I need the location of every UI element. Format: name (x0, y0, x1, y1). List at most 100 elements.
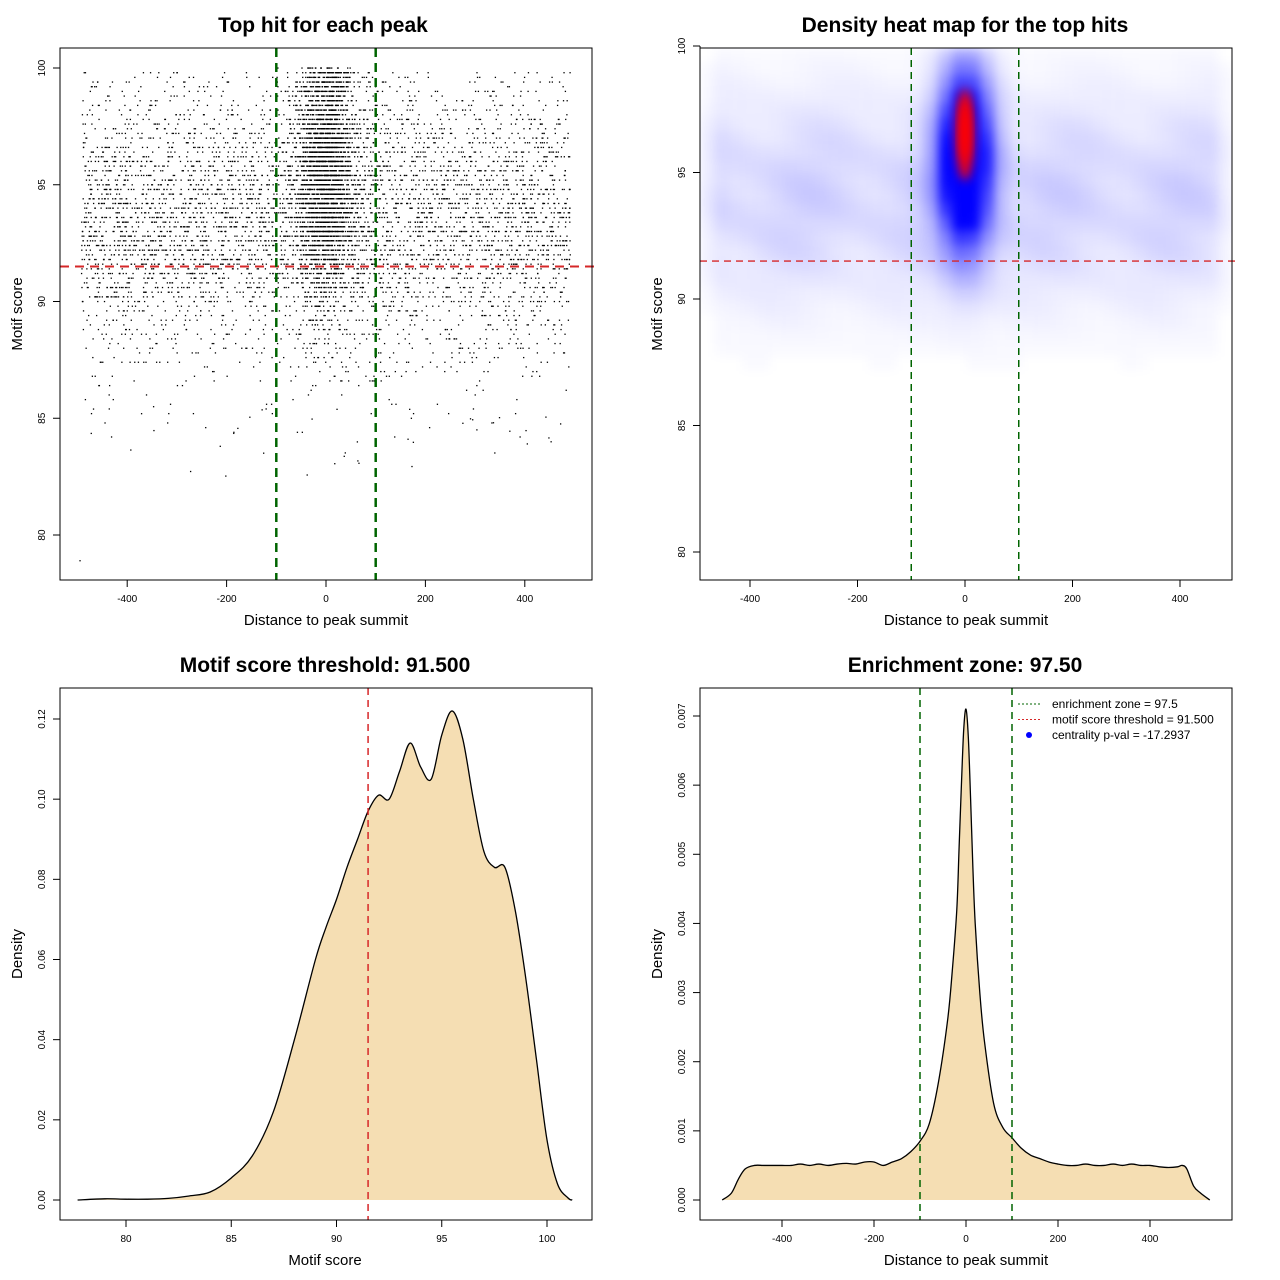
scatter-point (501, 254, 503, 256)
scatter-point (514, 72, 516, 74)
scatter-point (95, 244, 98, 247)
scatter-point (553, 216, 555, 219)
scatter-point (383, 123, 386, 125)
scatter-point (158, 123, 160, 125)
scatter-point (391, 403, 393, 405)
scatter-point (422, 151, 424, 153)
scatter-point (324, 314, 326, 317)
scatter-point (453, 235, 455, 237)
scatter-point (466, 254, 469, 256)
scatter-point (188, 90, 190, 93)
scatter-point (372, 179, 374, 181)
scatter-point (256, 286, 258, 289)
scatter-point (389, 249, 391, 251)
scatter-point (108, 95, 110, 97)
scatter-point (97, 268, 100, 270)
scatter-point (542, 137, 544, 139)
scatter-point (387, 109, 389, 111)
scatter-point (272, 170, 274, 172)
scatter-point (525, 272, 527, 275)
scatter-point (167, 291, 170, 293)
scatter-point (366, 319, 369, 321)
scatter-point (201, 254, 204, 256)
scatter-point (125, 314, 127, 317)
scatter-point (510, 216, 512, 219)
scatter-point (455, 338, 458, 340)
scatter-point (485, 142, 487, 144)
scatter-point (125, 258, 128, 261)
scatter-point (417, 212, 419, 214)
scatter-point (263, 221, 265, 223)
scatter-point (285, 216, 288, 219)
scatter-point (426, 314, 428, 317)
scatter-point (481, 216, 483, 219)
scatter-point (363, 268, 365, 270)
scatter-point (395, 216, 397, 219)
scatter-point (188, 286, 190, 289)
scatter-point (522, 170, 524, 172)
scatter-point (111, 296, 113, 298)
scatter-point (277, 86, 279, 88)
scatter-point (142, 240, 145, 242)
scatter-point (181, 296, 183, 298)
scatter-point (451, 277, 453, 279)
scatter-point (187, 226, 189, 228)
scatter-point (408, 198, 410, 200)
scatter-point (88, 198, 90, 200)
scatter-point (327, 254, 330, 256)
scatter-point (211, 184, 213, 186)
scatter-point (282, 240, 284, 242)
scatter-point (256, 352, 258, 354)
scatter-point (288, 118, 290, 121)
scatter-point (400, 179, 402, 181)
scatter-point (531, 207, 533, 209)
scatter-point (386, 132, 389, 135)
scatter-point (553, 193, 555, 195)
scatter-point (143, 291, 145, 293)
scatter-point (378, 328, 380, 331)
scatter-point (94, 170, 96, 172)
scatter-point (523, 356, 525, 359)
scatter-point (206, 263, 208, 265)
scatter-point (112, 128, 115, 130)
scatter-point (172, 193, 174, 195)
scatter-point (316, 319, 318, 321)
scatter-point (210, 268, 212, 270)
scatter-point (537, 184, 539, 186)
scatter-point (303, 114, 305, 116)
scatter-point (108, 258, 110, 261)
scatter-point (119, 226, 121, 228)
scatter-point (232, 174, 234, 177)
scatter-point (526, 258, 528, 261)
scatter-point (84, 398, 87, 401)
scatter-point (243, 174, 246, 177)
scatter-point (313, 356, 315, 359)
scatter-point (348, 263, 351, 265)
scatter-point (118, 226, 120, 228)
scatter-point (317, 286, 320, 289)
scatter-point (508, 188, 510, 191)
scatter-point (501, 347, 503, 349)
scatter-point (180, 193, 183, 195)
scatter-point (326, 300, 329, 303)
scatter-point (186, 156, 188, 158)
scatter-point (198, 160, 201, 163)
scatter-point (249, 174, 251, 177)
scatter-point (169, 244, 171, 247)
scatter-point (101, 235, 103, 237)
scatter-point (390, 300, 392, 303)
scatter-point (563, 249, 565, 251)
scatter-point (505, 216, 507, 219)
scatter-point (263, 249, 265, 251)
scatter-point (508, 254, 510, 256)
scatter-point (406, 282, 409, 284)
scatter-point (145, 268, 147, 270)
scatter-point (371, 123, 374, 125)
scatter-point (429, 202, 432, 205)
scatter-point (200, 170, 202, 172)
scatter-point (162, 170, 164, 172)
scatter-point (528, 184, 531, 186)
scatter-point (202, 258, 205, 261)
scatter-point (109, 100, 111, 102)
scatter-point (462, 230, 464, 233)
